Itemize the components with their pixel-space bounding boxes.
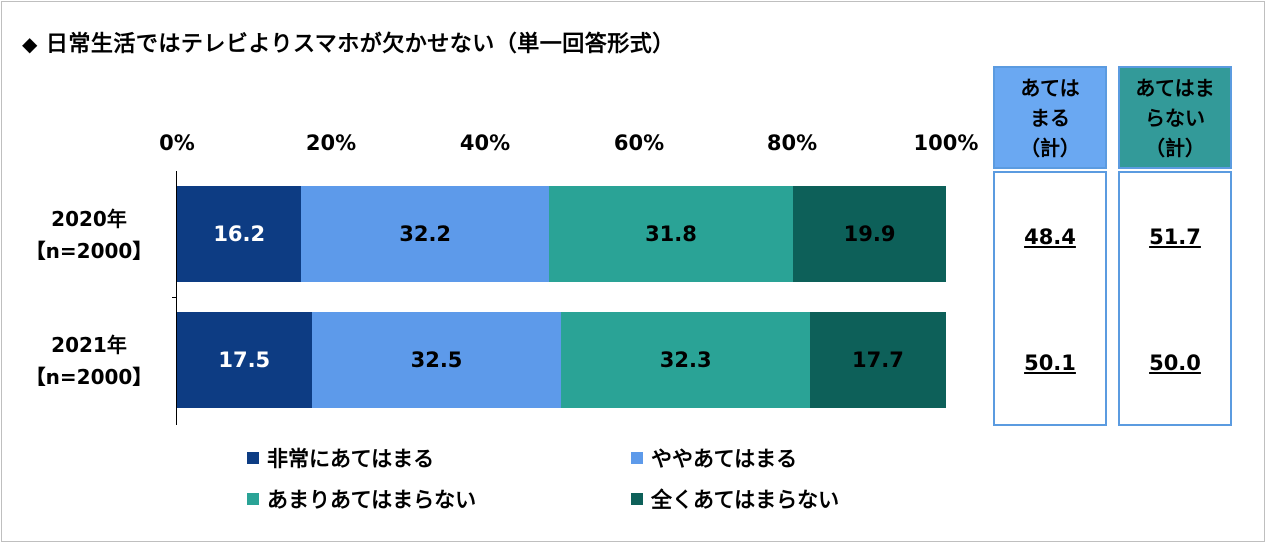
legend-item-somewhat: ややあてはまる xyxy=(631,443,797,473)
summary-value-applies-2021: 50.1 xyxy=(1024,351,1076,375)
row-year: 2021年 xyxy=(51,333,127,357)
x-tick-label: 80% xyxy=(766,131,818,155)
legend-label: 非常にあてはまる xyxy=(267,447,435,471)
summary-value-not-applies-2020: 51.7 xyxy=(1149,225,1201,249)
bar-segment: 32.5 xyxy=(311,312,562,408)
bar-row-2020: 16.2 32.2 31.8 19.9 xyxy=(177,186,946,282)
y-axis-line xyxy=(176,171,177,425)
bar-row-2021: 17.5 32.5 32.3 17.7 xyxy=(177,312,946,408)
legend-swatch xyxy=(631,493,643,505)
bar-segment: 17.5 xyxy=(177,312,312,408)
diamond-marker-icon: ◆ xyxy=(22,32,38,56)
data-label: 32.2 xyxy=(399,222,452,246)
summary-header-line: （計） xyxy=(1020,135,1080,160)
legend-item-not-at-all: 全くあてはまらない xyxy=(631,484,839,514)
legend-label: 全くあてはまらない xyxy=(651,488,840,512)
summary-header-line: まる xyxy=(1030,105,1070,130)
row-label-2021: 2021年 【n=2000】 xyxy=(14,329,164,393)
bar-segment: 19.9 xyxy=(793,186,946,282)
summary-header-line: （計） xyxy=(1144,135,1205,160)
data-label: 31.8 xyxy=(645,222,697,246)
bar-segment: 17.7 xyxy=(809,312,946,408)
y-axis-tick xyxy=(172,297,177,298)
row-label-2020: 2020年 【n=2000】 xyxy=(14,203,164,267)
summary-header-line: あては xyxy=(1020,75,1080,100)
chart-title-text: 日常生活ではテレビよりスマホが欠かせない（単一回答形式） xyxy=(45,32,675,57)
summary-body-not-applies xyxy=(1118,171,1232,426)
legend-label: ややあてはまる xyxy=(651,447,798,471)
legend-swatch xyxy=(247,493,259,505)
data-label: 32.3 xyxy=(659,348,712,372)
summary-value-applies-2020: 48.4 xyxy=(1024,225,1076,249)
x-tick-label: 40% xyxy=(459,131,511,155)
legend-label: あまりあてはまらない xyxy=(267,488,477,512)
summary-body-applies xyxy=(993,171,1107,426)
x-tick-label: 100% xyxy=(913,131,979,155)
summary-value-not-applies-2021: 50.0 xyxy=(1149,351,1201,375)
summary-header-line: らない xyxy=(1144,105,1205,130)
bar-segment: 31.8 xyxy=(548,186,794,282)
data-label: 16.2 xyxy=(213,222,266,246)
legend-swatch xyxy=(631,452,643,464)
bar-segment: 32.2 xyxy=(301,186,549,282)
legend-swatch xyxy=(247,452,259,464)
data-label: 32.5 xyxy=(410,348,463,372)
row-year: 2020年 xyxy=(51,207,127,231)
summary-header-applies: あては まる （計） xyxy=(993,66,1107,169)
x-tick-label: 20% xyxy=(305,131,357,155)
x-tick-label: 60% xyxy=(613,131,665,155)
bar-segment: 16.2 xyxy=(177,186,302,282)
data-label: 19.9 xyxy=(843,222,896,246)
legend-item-very: 非常にあてはまる xyxy=(247,443,434,473)
data-label: 17.7 xyxy=(852,348,904,372)
legend-item-not-much: あまりあてはまらない xyxy=(247,484,476,514)
data-label: 17.5 xyxy=(218,348,271,372)
chart-title: ◆ 日常生活ではテレビよりスマホが欠かせない（単一回答形式） xyxy=(22,26,675,58)
x-tick-label: 0% xyxy=(159,131,195,155)
row-sample-size: 【n=2000】 xyxy=(25,239,153,263)
summary-header-not-applies: あてはま らない （計） xyxy=(1118,66,1232,169)
summary-header-line: あてはま xyxy=(1135,75,1215,100)
bar-segment: 32.3 xyxy=(561,312,810,408)
row-sample-size: 【n=2000】 xyxy=(25,365,153,389)
